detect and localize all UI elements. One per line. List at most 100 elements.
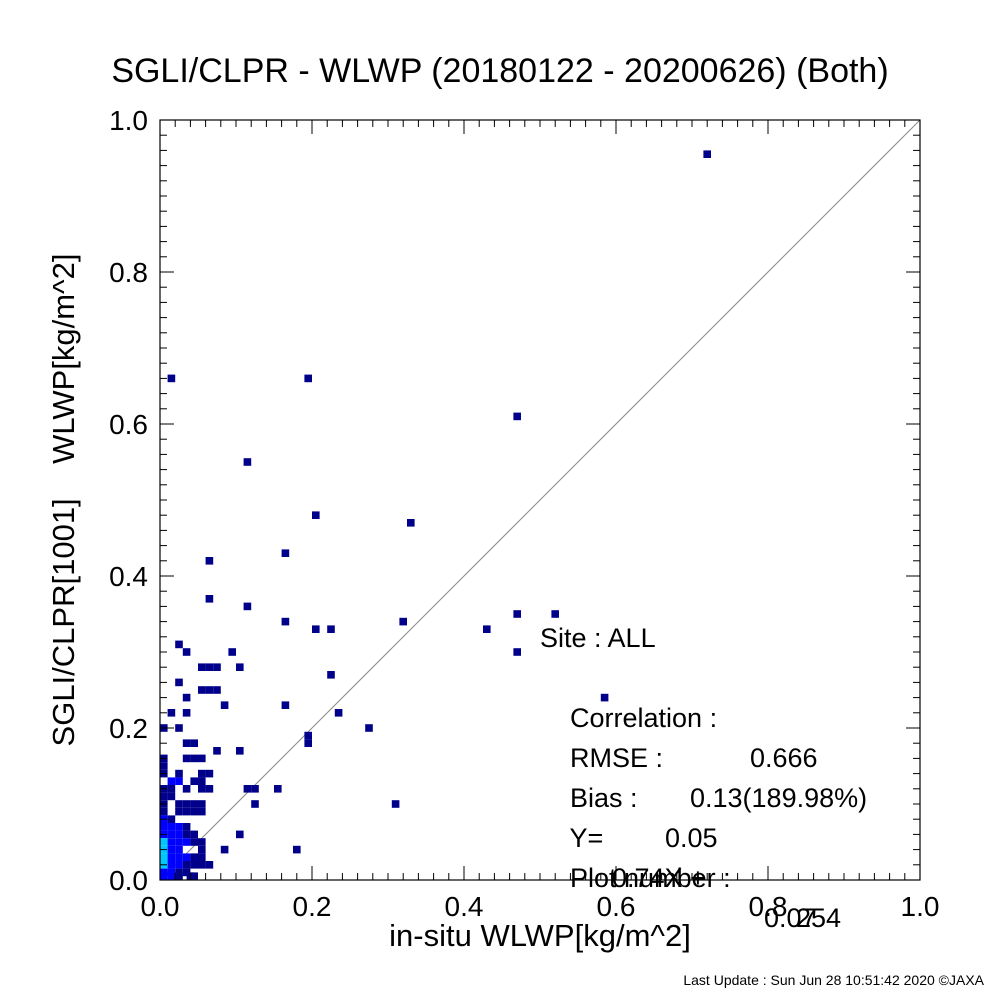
x-tick-label: 0.2 [293,891,332,922]
data-cell [399,617,407,626]
data-cell [198,845,206,854]
data-cell [175,807,183,816]
data-cell [175,830,183,839]
data-cell [175,845,183,854]
data-cell [327,625,335,633]
stats-rmse: RMSE : 0.13(189.98%) [540,698,867,813]
data-cell [391,800,400,808]
y-tick-label: 0.4 [109,561,148,592]
stats-plot-number: Plot number : 254 [540,818,841,933]
data-cell [198,807,206,816]
stats-rmse-label: RMSE : [570,743,664,773]
stats-plot-number-value: 254 [796,903,842,933]
x-tick-label: 0.4 [445,891,484,922]
data-cell [182,754,191,763]
data-cell [182,709,191,717]
data-cell [274,785,282,793]
stats-box: Site : ALL Correlation : 0.666 RMSE : 0.… [540,618,867,933]
data-cell [334,709,343,717]
data-cell [190,739,198,747]
data-cell [160,823,168,831]
stats-correlation-value: 0.666 [750,743,818,773]
data-cell [205,785,214,793]
stats-bias: Bias : 0.05 [540,738,731,853]
data-cell [167,872,176,880]
data-cell [190,853,198,861]
data-cell [198,861,206,869]
data-cell [160,868,168,877]
data-cell [243,458,252,466]
data-cell [513,648,521,656]
data-cell [513,412,521,421]
data-cell [312,511,320,519]
data-cell [251,800,259,808]
stats-bias-value: 0.05 [665,823,718,853]
data-cell [182,830,191,839]
data-cell [167,815,176,823]
data-cell [167,374,176,383]
x-tick-label: 1.0 [901,891,940,922]
data-cell [182,785,191,793]
data-cell [198,777,206,785]
data-cell [365,724,373,732]
data-cell [160,853,168,861]
data-cell [198,785,206,793]
data-cell [175,838,183,846]
data-cell [198,663,206,671]
data-cell [167,785,176,793]
data-cell [213,663,221,671]
stats-fit-label: Y= [569,823,604,853]
data-cell [190,838,198,846]
data-cell [175,769,183,778]
data-cell [190,754,198,763]
data-cell [407,519,415,527]
data-cell [167,830,176,839]
stats-site: Site : ALL [540,623,656,653]
data-cell [281,549,290,557]
data-cell [175,640,183,649]
data-cell [167,845,176,854]
data-cell [167,853,176,861]
data-cell [175,853,183,861]
data-cell [236,830,244,839]
data-cell [205,861,214,869]
data-cell [281,617,290,626]
stats-fit-slope: 0.74X + [612,863,706,893]
data-cell [281,701,290,709]
data-cell [228,648,236,656]
data-cell [205,686,214,694]
data-cell [483,625,491,633]
y-tick-label: 0.6 [109,409,148,440]
data-cell [236,747,244,755]
data-cell [175,868,183,877]
data-cell [198,686,206,694]
data-cell [293,845,301,854]
y-tick-label: 0.8 [109,257,148,288]
data-cell [551,610,559,618]
data-cell [220,845,229,854]
stats-correlation-label: Correlation : [570,703,718,733]
data-cell [175,861,183,869]
stats-correlation: Correlation : 0.666 [540,658,818,773]
data-cell [182,823,191,831]
data-cell [182,739,191,747]
data-cell [190,830,198,839]
data-cell [205,769,214,778]
data-cell [182,868,191,877]
data-cell [160,872,168,880]
data-cell [327,671,335,679]
y-tick-label: 0.2 [109,713,148,744]
stats-fit: Y= 0.74X + 0.07 [540,778,817,933]
data-cell [182,853,191,861]
data-cell [160,838,168,846]
stats-fit-intercept: 0.07 [764,903,817,933]
data-cell [220,701,229,709]
data-cell [312,625,320,633]
data-cell [182,807,191,816]
data-cell [198,769,206,778]
data-cell [205,595,214,603]
y-tick-label: 0.0 [109,865,148,896]
footer-last-update: Last Update : Sun Jun 28 10:51:42 2020 ©… [683,972,984,988]
data-cell [213,747,221,755]
data-cell [167,709,176,717]
